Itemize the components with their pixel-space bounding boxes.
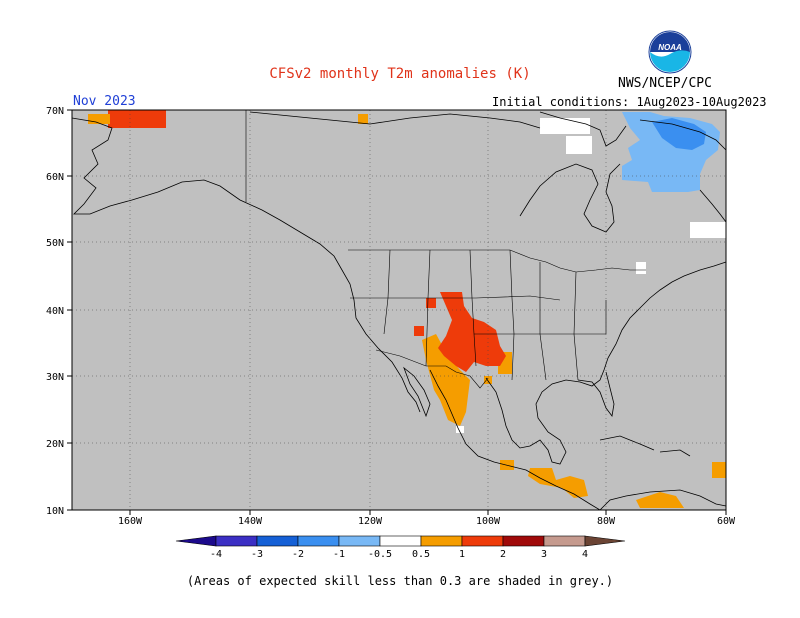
map-title: CFSv2 monthly T2m anomalies (K)	[269, 66, 531, 82]
tick-marks	[67, 109, 727, 515]
lat-label: 50N	[46, 238, 64, 249]
warm-anomaly-southwest-us	[414, 326, 424, 336]
lon-label: 160W	[118, 516, 143, 527]
logo-text: NOAA	[658, 43, 682, 52]
legend-labels: -4 -3 -2 -1 -0.5 0.5 1 2 3 4	[210, 549, 588, 560]
lat-label: 20N	[46, 439, 64, 450]
legend-label: 2	[500, 549, 506, 560]
lon-label: 120W	[358, 516, 383, 527]
lon-label: 80W	[597, 516, 616, 527]
near-normal-patch	[456, 426, 464, 433]
lat-label: 30N	[46, 372, 64, 383]
warm-anomaly-caribbean	[712, 462, 726, 478]
lat-label: 10N	[46, 506, 64, 517]
warm-anomaly-texas	[484, 376, 492, 384]
agency-label: NWS/NCEP/CPC	[618, 76, 712, 91]
anomaly-patches	[88, 110, 726, 508]
lon-label: 100W	[476, 516, 501, 527]
legend-label: 0.5	[412, 549, 430, 560]
skill-footnote: (Areas of expected skill less than 0.3 a…	[186, 574, 614, 588]
noaa-logo: NOAA	[648, 30, 692, 74]
warm-anomaly-alaska	[88, 114, 110, 124]
legend-label: 1	[459, 549, 465, 560]
lat-label: 40N	[46, 306, 64, 317]
coastlines	[71, 111, 727, 511]
legend-label: 3	[541, 549, 547, 560]
legend-swatch	[461, 535, 504, 547]
legend-label: -1	[333, 549, 345, 560]
lon-label: 60W	[717, 516, 736, 527]
near-normal-patch	[690, 222, 726, 238]
legend-swatch	[215, 535, 258, 547]
lat-label: 70N	[46, 106, 64, 117]
latitude-labels: 70N 60N 50N 40N 30N 20N 10N	[46, 106, 64, 517]
initial-conditions: Initial conditions: 1Aug2023-10Aug2023	[492, 95, 767, 109]
warm-anomaly-venezuela	[636, 492, 684, 508]
legend-swatch	[502, 535, 545, 547]
legend-swatch	[256, 535, 299, 547]
legend-swatch	[543, 535, 586, 547]
legend-swatch-above-4	[584, 535, 626, 547]
legend-label: -3	[251, 549, 263, 560]
warm-anomaly-southwest-us	[438, 292, 506, 372]
near-normal-patch	[566, 136, 592, 154]
warm-anomaly-mexico	[422, 334, 470, 426]
cold-anomaly-baffin	[652, 118, 706, 150]
legend-swatch	[420, 535, 463, 547]
graticule	[72, 110, 726, 510]
legend-swatch	[379, 535, 422, 547]
warm-anomaly-central-america	[528, 468, 588, 498]
legend-swatch-below-minus-4	[175, 535, 217, 547]
longitude-labels: 160W 140W 120W 100W 80W 60W	[118, 516, 736, 527]
political-borders	[245, 110, 646, 389]
lat-label: 60N	[46, 172, 64, 183]
legend-label: 4	[582, 549, 588, 560]
legend-swatch	[297, 535, 340, 547]
warm-anomaly-arctic	[358, 114, 368, 124]
lon-label: 140W	[238, 516, 263, 527]
forecast-month: Nov 2023	[73, 94, 136, 109]
legend-label: -2	[292, 549, 304, 560]
legend-swatch	[338, 535, 381, 547]
warm-anomaly-southwest-us	[426, 298, 436, 308]
legend-label: -0.5	[368, 549, 392, 560]
warm-anomaly-alaska	[108, 110, 166, 128]
near-normal-patch	[636, 262, 646, 274]
legend-label: -4	[210, 549, 222, 560]
